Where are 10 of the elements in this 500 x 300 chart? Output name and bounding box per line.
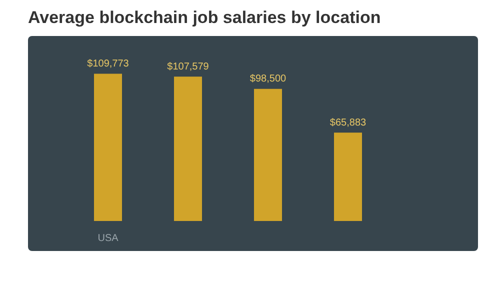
chart-title: Average blockchain job salaries by location — [28, 8, 382, 28]
bar — [334, 132, 362, 221]
data-label: $107,579 — [167, 61, 210, 72]
bar — [94, 74, 122, 221]
data-label: $109,773 — [87, 58, 130, 70]
data-label: $65,883 — [330, 117, 367, 128]
bar — [174, 76, 202, 221]
bar — [254, 88, 282, 221]
x-tick-label: USA — [98, 232, 119, 244]
data-label: $98,500 — [250, 74, 287, 85]
